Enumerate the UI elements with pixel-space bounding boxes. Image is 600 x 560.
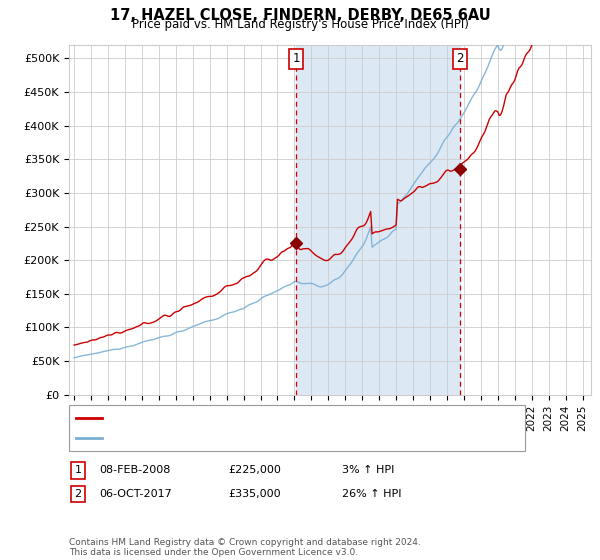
Text: 17, HAZEL CLOSE, FINDERN, DERBY, DE65 6AU (detached house): 17, HAZEL CLOSE, FINDERN, DERBY, DE65 6A… <box>105 413 444 423</box>
Text: £225,000: £225,000 <box>228 465 281 475</box>
Text: 1: 1 <box>292 52 300 66</box>
Text: 2: 2 <box>456 52 463 66</box>
Text: 2: 2 <box>74 489 82 499</box>
Text: £335,000: £335,000 <box>228 489 281 499</box>
Text: 1: 1 <box>74 465 82 475</box>
Text: 06-OCT-2017: 06-OCT-2017 <box>99 489 172 499</box>
Text: 26% ↑ HPI: 26% ↑ HPI <box>342 489 401 499</box>
Text: 08-FEB-2008: 08-FEB-2008 <box>99 465 170 475</box>
Text: 17, HAZEL CLOSE, FINDERN, DERBY, DE65 6AU: 17, HAZEL CLOSE, FINDERN, DERBY, DE65 6A… <box>110 8 490 24</box>
Bar <box>296 45 460 395</box>
Text: HPI: Average price, detached house, South Derbyshire: HPI: Average price, detached house, Sout… <box>105 433 389 443</box>
Text: 3% ↑ HPI: 3% ↑ HPI <box>342 465 394 475</box>
Text: Price paid vs. HM Land Registry's House Price Index (HPI): Price paid vs. HM Land Registry's House … <box>131 18 469 31</box>
Text: Contains HM Land Registry data © Crown copyright and database right 2024.
This d: Contains HM Land Registry data © Crown c… <box>69 538 421 557</box>
